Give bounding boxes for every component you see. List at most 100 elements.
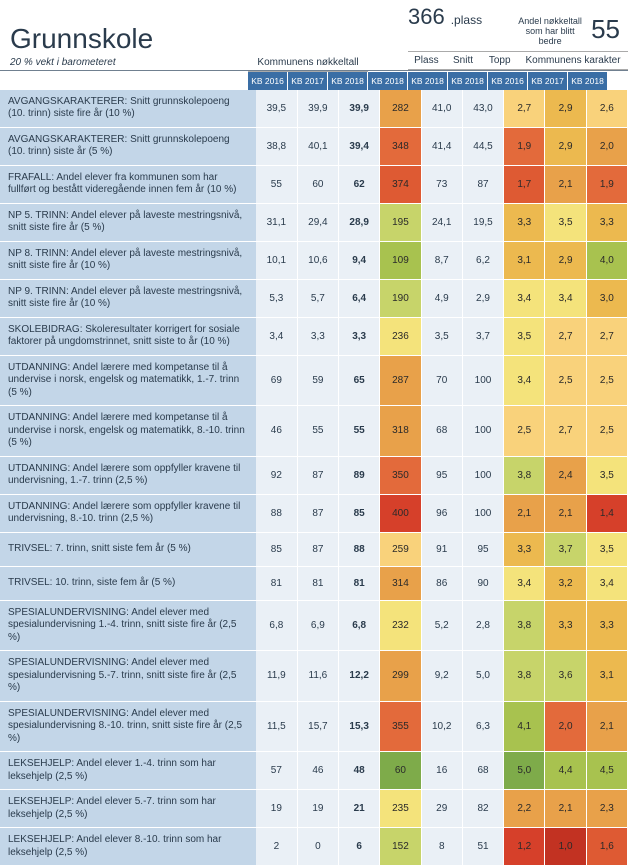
nokk-value: 87 (297, 456, 338, 494)
topp-value: 2,9 (462, 279, 503, 317)
karakter-value: 3,3 (586, 203, 627, 241)
nokk-value: 81 (256, 566, 297, 600)
table-row: AVGANGSKARAKTERER: Snitt grunnskolepoeng… (0, 127, 628, 165)
table-row: LEKSEHJELP: Andel elever 8.-10. trinn so… (0, 828, 628, 866)
table-row: UTDANNING: Andel lærere som oppfyller kr… (0, 494, 628, 532)
topp-value: 68 (462, 752, 503, 790)
plass-value: 259 (380, 532, 421, 566)
table-row: SPESIALUNDERVISNING: Andel elever med sp… (0, 600, 628, 651)
topp-value: 6,2 (462, 241, 503, 279)
page-title: Grunnskole (10, 23, 398, 55)
nokk-value: 88 (256, 494, 297, 532)
year-header: KB 2016 (488, 72, 528, 90)
year-header: KB 2017 (288, 72, 328, 90)
topp-value: 100 (462, 355, 503, 406)
row-label: NP 5. TRINN: Andel elever på laveste mes… (0, 203, 256, 241)
nokk-value: 81 (339, 566, 380, 600)
nokk-value: 3,3 (297, 317, 338, 355)
snitt-value: 3,5 (421, 317, 462, 355)
row-label: LEKSEHJELP: Andel elever 8.-10. trinn so… (0, 828, 256, 866)
plass-value: 299 (380, 651, 421, 702)
nokk-value: 5,3 (256, 279, 297, 317)
plass-value: 318 (380, 406, 421, 457)
karakter-value: 2,0 (586, 127, 627, 165)
karakter-value: 3,2 (545, 566, 586, 600)
row-label: AVGANGSKARAKTERER: Snitt grunnskolepoeng… (0, 127, 256, 165)
karakter-value: 2,1 (504, 494, 545, 532)
plass-value: 355 (380, 701, 421, 752)
snitt-value: 8,7 (421, 241, 462, 279)
nokk-value: 3,4 (256, 317, 297, 355)
nokk-value: 28,9 (339, 203, 380, 241)
rank-value: 366 (408, 4, 445, 30)
row-label: LEKSEHJELP: Andel elever 5.-7. trinn som… (0, 790, 256, 828)
topp-value: 44,5 (462, 127, 503, 165)
karakter-value: 3,5 (545, 203, 586, 241)
karakter-value: 2,3 (586, 790, 627, 828)
snitt-value: 4,9 (421, 279, 462, 317)
plass-value: 282 (380, 90, 421, 128)
nokk-value: 85 (339, 494, 380, 532)
nokk-value: 55 (256, 165, 297, 203)
row-label: LEKSEHJELP: Andel elever 1.-4. trinn som… (0, 752, 256, 790)
plass-value: 190 (380, 279, 421, 317)
nokk-value: 10,1 (256, 241, 297, 279)
plass-value: 374 (380, 165, 421, 203)
karakter-value: 3,3 (504, 203, 545, 241)
nokk-value: 39,9 (339, 90, 380, 128)
karakter-value: 3,3 (545, 600, 586, 651)
row-label: TRIVSEL: 10. trinn, siste fem år (5 %) (0, 566, 256, 600)
karakter-value: 2,1 (545, 494, 586, 532)
row-label: SPESIALUNDERVISNING: Andel elever med sp… (0, 701, 256, 752)
row-label: UTDANNING: Andel lærere med kompetanse t… (0, 406, 256, 457)
karakter-value: 4,4 (545, 752, 586, 790)
karakter-value: 3,8 (504, 651, 545, 702)
karakter-value: 3,5 (504, 317, 545, 355)
karakter-value: 2,1 (545, 790, 586, 828)
nokk-value: 15,7 (297, 701, 338, 752)
snitt-value: 70 (421, 355, 462, 406)
year-header: KB 2018 (568, 72, 608, 90)
table-row: UTDANNING: Andel lærere med kompetanse t… (0, 355, 628, 406)
snitt-value: 16 (421, 752, 462, 790)
nokk-value: 2 (256, 828, 297, 866)
nokk-value: 11,5 (256, 701, 297, 752)
row-label: UTDANNING: Andel lærere med kompetanse t… (0, 355, 256, 406)
nokk-value: 11,6 (297, 651, 338, 702)
karakter-value: 1,9 (586, 165, 627, 203)
rank-label: .plass (451, 13, 482, 27)
year-header: KB 2017 (528, 72, 568, 90)
nokk-value: 6,4 (339, 279, 380, 317)
plass-value: 60 (380, 752, 421, 790)
row-label: UTDANNING: Andel lærere som oppfyller kr… (0, 456, 256, 494)
karakter-value: 3,4 (504, 566, 545, 600)
karakter-value: 3,4 (504, 279, 545, 317)
year-header: KB 2018 (408, 72, 448, 90)
karakter-value: 2,7 (586, 317, 627, 355)
karakter-value: 2,5 (586, 406, 627, 457)
nokk-value: 92 (256, 456, 297, 494)
nokk-value: 15,3 (339, 701, 380, 752)
karakter-value: 2,5 (545, 355, 586, 406)
karakter-value: 2,1 (586, 701, 627, 752)
nokk-value: 40,1 (297, 127, 338, 165)
nokk-value: 60 (297, 165, 338, 203)
row-label: AVGANGSKARAKTERER: Snitt grunnskolepoeng… (0, 90, 256, 128)
topp-value: 95 (462, 532, 503, 566)
karakter-value: 2,5 (504, 406, 545, 457)
karakter-value: 2,9 (545, 127, 586, 165)
nokk-value: 57 (256, 752, 297, 790)
table-row: NP 8. TRINN: Andel elever på laveste mes… (0, 241, 628, 279)
snitt-value: 29 (421, 790, 462, 828)
nokk-value: 85 (256, 532, 297, 566)
karakter-value: 3,5 (586, 532, 627, 566)
nokk-value: 48 (339, 752, 380, 790)
karakter-value: 1,9 (504, 127, 545, 165)
row-label: NP 8. TRINN: Andel elever på laveste mes… (0, 241, 256, 279)
karakter-value: 2,1 (545, 165, 586, 203)
karakter-value: 1,0 (545, 828, 586, 866)
table-row: FRAFALL: Andel elever fra kommunen som h… (0, 165, 628, 203)
snitt-value: 73 (421, 165, 462, 203)
nokk-value: 21 (339, 790, 380, 828)
nokk-value: 6 (339, 828, 380, 866)
